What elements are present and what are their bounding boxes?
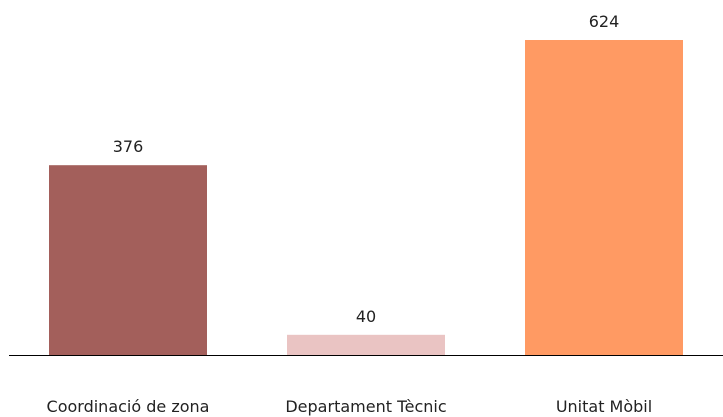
bar-departament-tecnic: [287, 334, 445, 355]
category-labels-group: Coordinació de zona Departament Tècnic Uni…: [47, 397, 653, 416]
bar-coordinacio-de-zona: [49, 165, 207, 355]
value-labels-group: 376 40 624: [113, 12, 620, 326]
category-label-coordinacio-de-zona: Coordinació de zona: [47, 397, 210, 416]
category-label-departament-tecnic: Departament Tècnic: [285, 397, 446, 416]
category-label-unitat-mobil: Unitat Mòbil: [556, 397, 652, 416]
bars-group: [49, 40, 683, 355]
bar-unitat-mobil: [525, 40, 683, 355]
value-label-departament-tecnic: 40: [356, 307, 376, 326]
value-label-coordinacio-de-zona: 376: [113, 137, 144, 156]
value-label-unitat-mobil: 624: [589, 12, 620, 31]
